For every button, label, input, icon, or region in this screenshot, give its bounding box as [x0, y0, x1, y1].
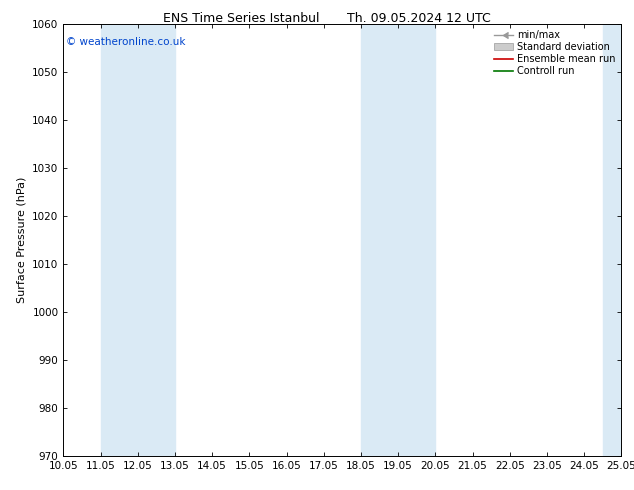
Bar: [361, 24, 436, 456]
Text: ENS Time Series Istanbul: ENS Time Series Istanbul: [163, 12, 319, 25]
Bar: [101, 24, 175, 456]
Legend: min/max, Standard deviation, Ensemble mean run, Controll run: min/max, Standard deviation, Ensemble me…: [489, 26, 619, 80]
Y-axis label: Surface Pressure (hPa): Surface Pressure (hPa): [16, 177, 27, 303]
Text: Th. 09.05.2024 12 UTC: Th. 09.05.2024 12 UTC: [347, 12, 490, 25]
Bar: [603, 24, 621, 456]
Text: © weatheronline.co.uk: © weatheronline.co.uk: [66, 37, 186, 48]
